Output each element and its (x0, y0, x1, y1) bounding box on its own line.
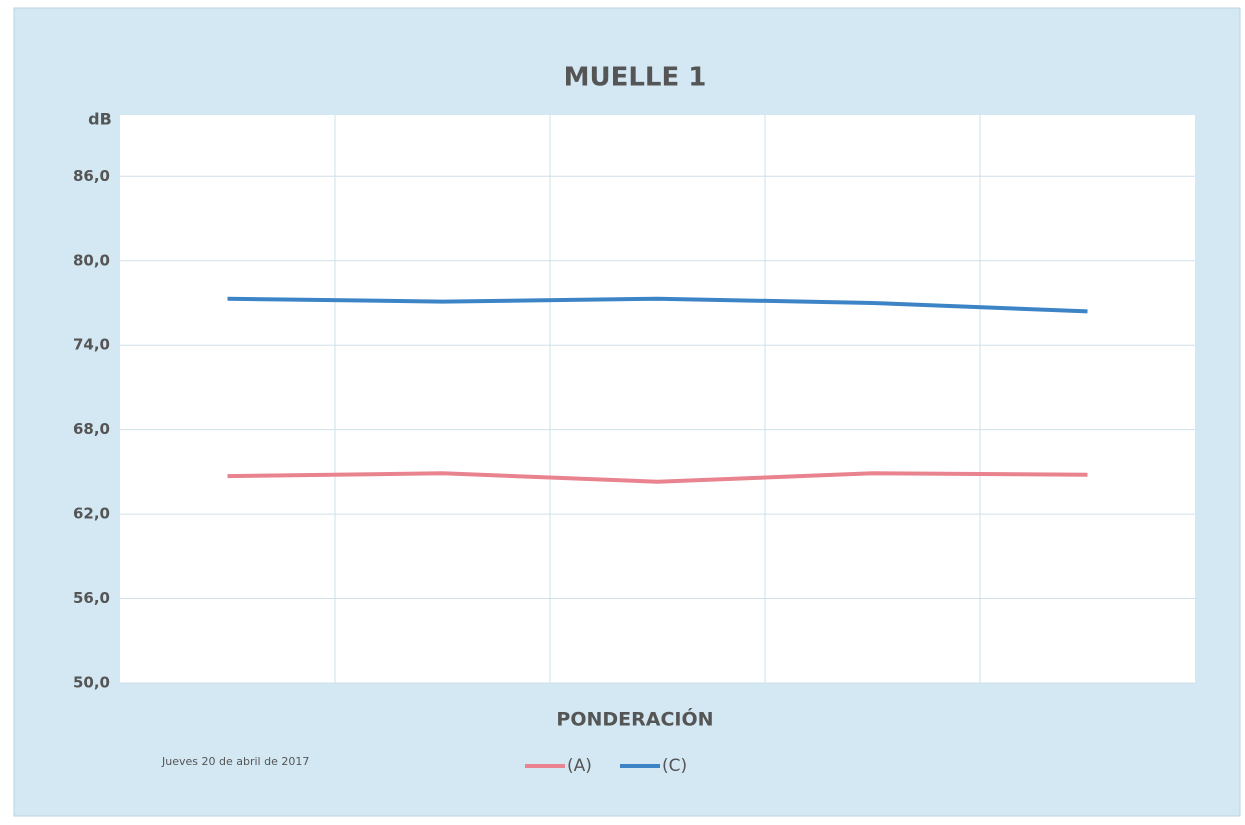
y-tick-label: 86,0 (73, 167, 110, 185)
chart-title: MUELLE 1 (564, 63, 707, 93)
x-axis-label: PONDERACIÓN (556, 707, 713, 731)
y-tick-label: 80,0 (73, 251, 110, 269)
series-line (227, 296, 1088, 314)
y-axis-label: dB (88, 110, 112, 129)
y-tick-label: 56,0 (73, 589, 110, 607)
y-tick-label: 74,0 (73, 336, 110, 354)
legend-label: (A) (567, 756, 592, 776)
series-line (227, 471, 1088, 484)
plot-area (120, 115, 1195, 683)
y-tick-label: 62,0 (73, 505, 110, 523)
y-tick-label: 50,0 (73, 674, 110, 692)
legend-label: (C) (662, 756, 687, 776)
y-tick-label: 68,0 (73, 420, 110, 438)
annotation: Jueves 20 de abril de 2017 (161, 755, 309, 768)
